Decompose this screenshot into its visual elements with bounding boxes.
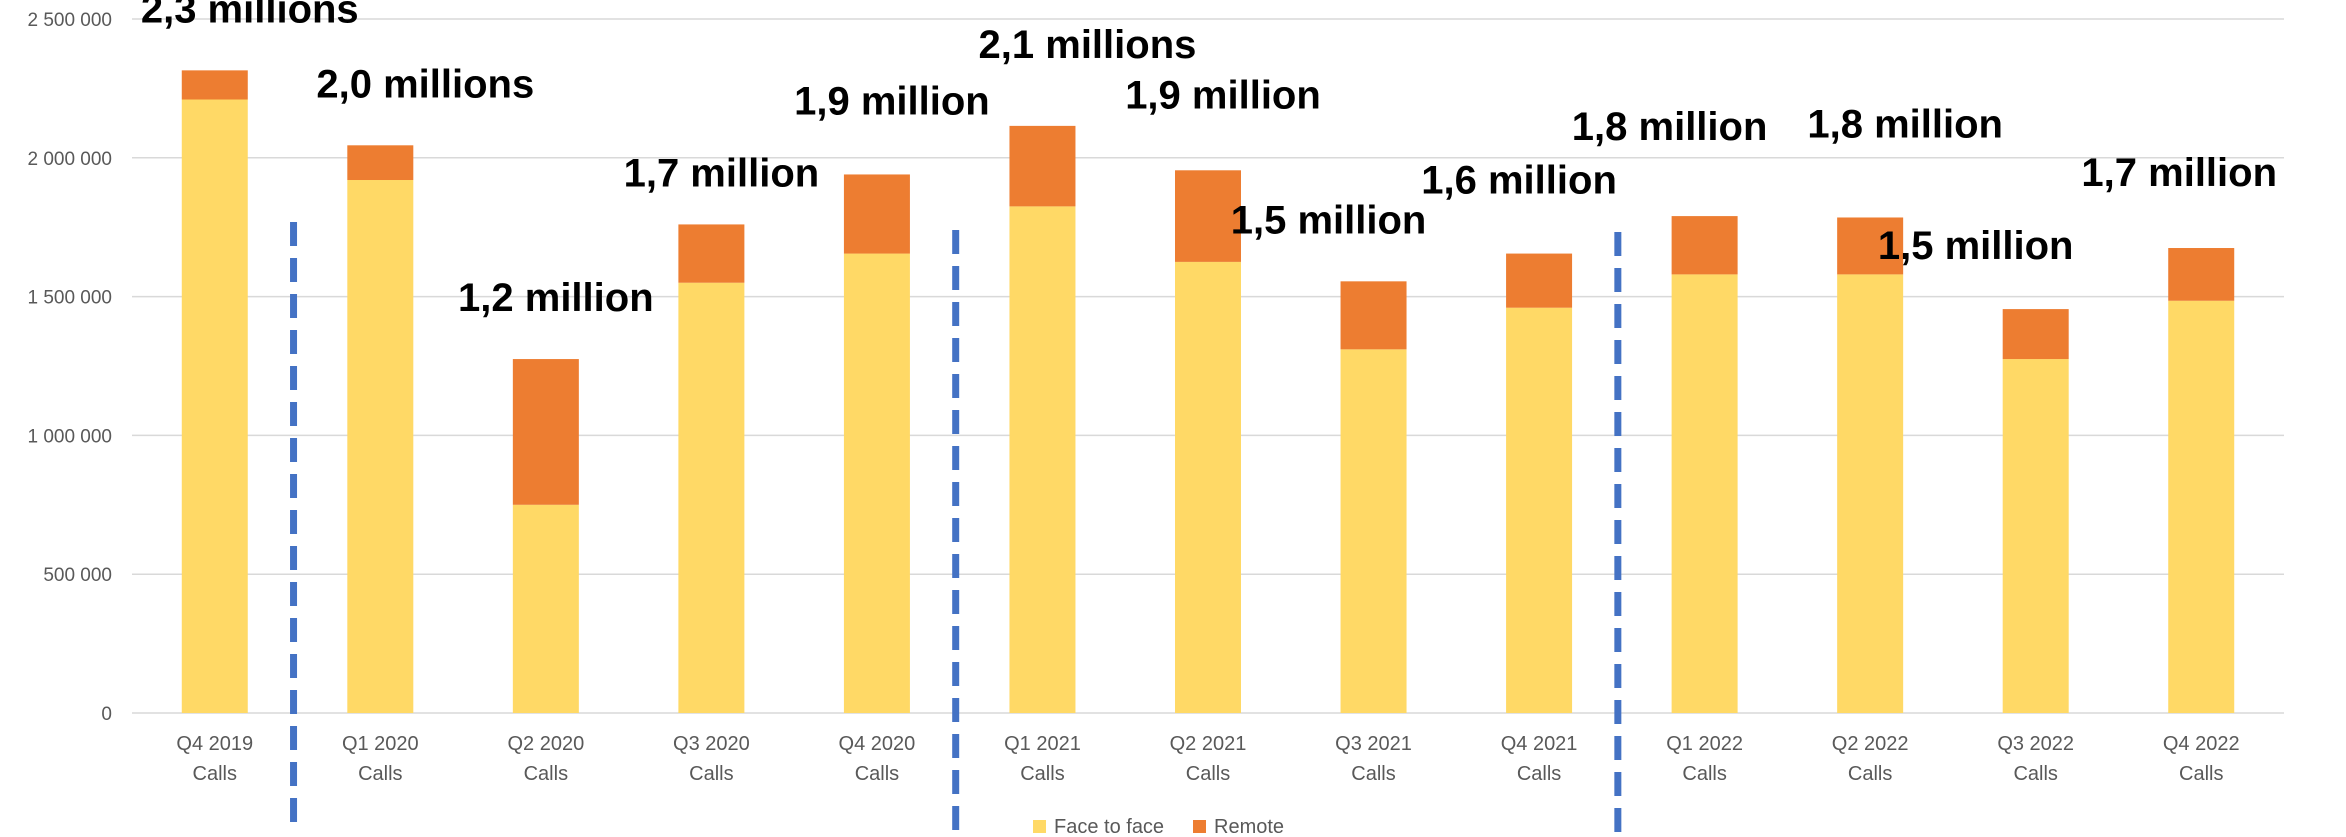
data-label: 2,3 millions xyxy=(141,0,359,31)
bar-remote xyxy=(347,145,414,181)
x-tick-label: Q3 2021 xyxy=(1335,733,1412,755)
bar-face-to-face xyxy=(181,99,248,713)
bar-face-to-face xyxy=(1671,274,1738,713)
x-tick-label: Q4 2019 xyxy=(176,733,253,755)
data-label: 1,7 million xyxy=(2081,151,2277,195)
y-tick-label: 2 000 000 xyxy=(27,149,112,170)
bar-face-to-face xyxy=(512,504,579,713)
x-tick-label: Q2 2020 xyxy=(507,733,584,755)
bar-remote xyxy=(181,70,248,100)
bar-remote xyxy=(1506,253,1573,308)
data-label: 1,2 million xyxy=(458,276,654,320)
bar-face-to-face xyxy=(843,253,910,713)
bar-face-to-face xyxy=(1340,349,1407,713)
bar-remote xyxy=(1175,170,1241,262)
bar-face-to-face xyxy=(1175,261,1241,713)
bar-remote xyxy=(843,174,910,254)
x-tick-label: Calls xyxy=(689,763,733,785)
data-label: 1,9 million xyxy=(794,79,990,123)
bar-remote xyxy=(512,359,579,505)
data-label: 1,5 million xyxy=(1878,224,2074,268)
data-label: 1,8 million xyxy=(1572,105,1768,149)
x-tick-label: Calls xyxy=(1517,763,1561,785)
data-label: 1,7 million xyxy=(624,151,820,195)
y-tick-label: 0 xyxy=(101,704,112,725)
bar-face-to-face xyxy=(678,282,745,713)
data-label: 1,5 million xyxy=(1231,198,1427,242)
x-tick-label: Calls xyxy=(1682,763,1726,785)
x-tick-label: Calls xyxy=(1020,763,1064,785)
bar-remote xyxy=(678,224,745,283)
x-tick-label: Calls xyxy=(1848,763,1892,785)
x-tick-label: Q4 2022 xyxy=(2163,733,2240,755)
data-label: 2,1 millions xyxy=(979,23,1197,67)
legend-label-remote: Remote xyxy=(1214,816,1284,837)
x-tick-label: Calls xyxy=(193,763,237,785)
data-label: 1,6 million xyxy=(1421,159,1617,203)
bar-face-to-face xyxy=(1837,274,1904,713)
bar-remote xyxy=(1340,281,1407,350)
x-tick-label: Calls xyxy=(855,763,899,785)
year-separators xyxy=(290,222,1622,832)
data-label: 1,8 million xyxy=(1807,102,2003,146)
y-axis: 0 500 000 1 000 000 1 500 000 2 000 000 2 500… xyxy=(27,10,112,725)
x-tick-label: Q4 2020 xyxy=(839,733,916,755)
bar-remote xyxy=(1671,216,1738,275)
x-tick-label: Calls xyxy=(1186,763,1230,785)
y-tick-label: 1 000 000 xyxy=(27,426,112,447)
x-tick-label: Calls xyxy=(1351,763,1395,785)
bar-remote xyxy=(1837,217,1904,275)
bar-face-to-face xyxy=(2168,300,2235,713)
y-tick-label: 2 500 000 xyxy=(27,10,112,31)
x-tick-label: Calls xyxy=(358,763,402,785)
bar-face-to-face xyxy=(1506,307,1573,713)
bar-remote xyxy=(2002,309,2069,360)
x-tick-label: Q2 2021 xyxy=(1170,733,1247,755)
y-tick-label: 500 000 xyxy=(43,565,112,586)
x-tick-label: Calls xyxy=(524,763,568,785)
x-tick-label: Q1 2020 xyxy=(342,733,419,755)
x-tick-label: Calls xyxy=(2179,763,2223,785)
x-tick-label: Q4 2021 xyxy=(1501,733,1578,755)
bar-face-to-face xyxy=(1009,206,1076,713)
data-label: 2,0 millions xyxy=(316,62,534,106)
x-tick-label: Q2 2022 xyxy=(1832,733,1909,755)
bar-remote xyxy=(1009,125,1076,207)
bar-remote xyxy=(2168,248,2235,301)
x-axis: Q4 2019 Calls Q1 2020 Calls Q2 2020 Calls Q3 2… xyxy=(176,733,2239,785)
x-tick-label: Q1 2022 xyxy=(1666,733,1743,755)
legend-label-face-to-face: Face to face xyxy=(1054,816,1164,837)
bars xyxy=(181,70,2235,713)
legend-swatch-face-to-face xyxy=(1033,820,1046,833)
data-label: 1,9 million xyxy=(1125,73,1321,117)
legend-swatch-remote xyxy=(1193,820,1206,833)
legend: Face to face Remote xyxy=(1033,816,1284,837)
x-tick-label: Q1 2021 xyxy=(1004,733,1081,755)
data-labels: 2,3 millions 2,0 millions 1,2 million 1,7 m… xyxy=(141,0,2277,320)
x-tick-label: Q3 2022 xyxy=(1997,733,2074,755)
y-tick-label: 1 500 000 xyxy=(27,288,112,309)
bar-face-to-face xyxy=(347,180,414,713)
bar-face-to-face xyxy=(2002,359,2069,713)
x-tick-label: Q3 2020 xyxy=(673,733,750,755)
x-tick-label: Calls xyxy=(2013,763,2057,785)
